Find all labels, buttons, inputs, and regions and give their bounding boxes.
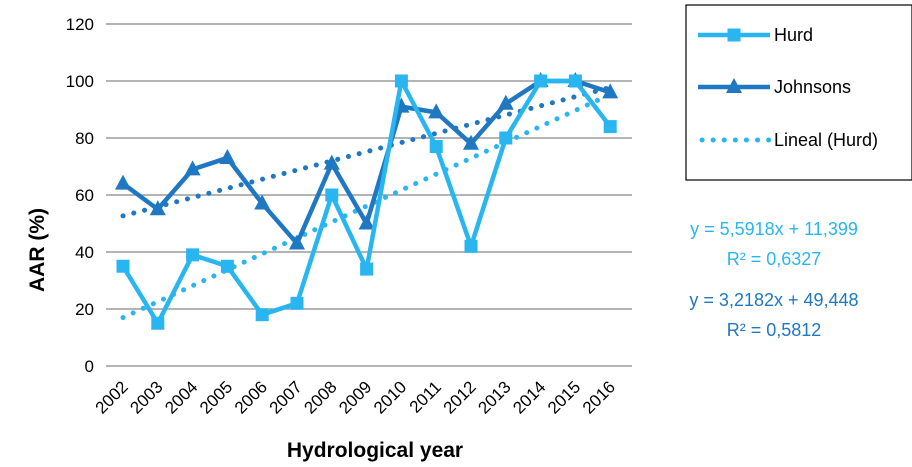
hurd-point bbox=[429, 140, 443, 154]
johnsons-trend-equation: y = 3,2182x + 49,448 bbox=[689, 290, 858, 310]
hurd-trendline bbox=[120, 91, 613, 321]
y-tick-label: 0 bbox=[85, 357, 94, 376]
hurd-point bbox=[255, 308, 269, 322]
x-tick-label: 2015 bbox=[544, 377, 584, 417]
gridlines bbox=[106, 23, 632, 367]
hurd-point bbox=[568, 74, 582, 88]
y-axis-title: AAR (%) bbox=[26, 208, 49, 292]
johnsons-point bbox=[323, 154, 340, 170]
johnsons-trendline bbox=[120, 84, 613, 219]
x-tick-label: 2003 bbox=[126, 377, 166, 417]
x-tick-label: 2006 bbox=[231, 377, 271, 417]
legend-johnsons-label: Johnsons bbox=[774, 77, 851, 97]
hurd-point bbox=[186, 248, 200, 262]
johnsons-point bbox=[219, 148, 236, 164]
x-tick-label: 2005 bbox=[196, 377, 236, 417]
johnsons-point bbox=[463, 134, 479, 150]
y-tick-label: 100 bbox=[66, 72, 94, 91]
hurd-point bbox=[603, 120, 617, 134]
johnsons-point bbox=[115, 174, 131, 190]
hurd-point bbox=[394, 74, 408, 88]
hurd-trend-equation: y = 5,5918x + 11,399 bbox=[690, 219, 858, 239]
trendlines bbox=[120, 84, 613, 321]
hurd-point bbox=[534, 74, 548, 88]
y-tick-label: 40 bbox=[75, 243, 94, 262]
hurd-point bbox=[325, 188, 339, 202]
y-axis-ticks: 0 20 40 60 80 100 120 bbox=[66, 15, 94, 376]
johnsons-point bbox=[358, 214, 375, 230]
x-tick-label: 2011 bbox=[406, 377, 445, 416]
data-series bbox=[115, 72, 619, 330]
legend-lineal-hurd-label: Lineal (Hurd) bbox=[774, 130, 878, 150]
johnsons-point bbox=[184, 160, 201, 176]
y-tick-label: 120 bbox=[66, 15, 94, 34]
x-tick-label: 2010 bbox=[370, 377, 410, 417]
johnsons-point bbox=[497, 94, 514, 110]
hurd-point bbox=[499, 131, 513, 145]
hurd-point bbox=[360, 262, 374, 276]
legend-hurd-marker bbox=[727, 28, 741, 42]
hurd-point bbox=[151, 316, 165, 330]
x-tick-label: 2007 bbox=[266, 377, 306, 417]
johnsons-trend-r2: R² = 0,5812 bbox=[727, 320, 822, 340]
x-tick-label: 2014 bbox=[509, 377, 549, 417]
y-tick-label: 80 bbox=[75, 129, 94, 148]
x-tick-label: 2012 bbox=[440, 377, 480, 417]
legend-johnsons-marker bbox=[726, 78, 742, 93]
hurd-line bbox=[121, 78, 612, 326]
legend: Hurd Johnsons Lineal (Hurd) bbox=[685, 4, 912, 181]
x-axis-title: Hydrological year bbox=[287, 439, 463, 462]
hurd-trend-r2: R² = 0,6327 bbox=[727, 249, 822, 269]
x-axis-ticks: 2002200320042005200620072008200920102011… bbox=[92, 377, 619, 417]
hurd-point bbox=[116, 259, 130, 273]
x-tick-label: 2009 bbox=[335, 377, 375, 417]
hurd-point bbox=[290, 296, 304, 310]
y-tick-label: 60 bbox=[75, 186, 94, 205]
y-tick-label: 20 bbox=[75, 300, 94, 319]
x-tick-label: 2002 bbox=[92, 377, 132, 417]
johnsons-point bbox=[149, 200, 166, 216]
x-tick-label: 2008 bbox=[300, 377, 340, 417]
x-tick-label: 2013 bbox=[474, 377, 514, 417]
x-tick-label: 2004 bbox=[161, 377, 201, 417]
johnsons-point bbox=[289, 234, 305, 250]
trendline-equations: y = 5,5918x + 11,399 R² = 0,6327 y = 3,2… bbox=[689, 219, 858, 340]
legend-hurd-label: Hurd bbox=[774, 25, 813, 45]
johnsons-point bbox=[254, 194, 271, 210]
johnsons-point bbox=[428, 103, 445, 119]
hurd-point bbox=[220, 259, 234, 273]
johnsons-point bbox=[602, 83, 619, 99]
hurd-point bbox=[464, 239, 478, 253]
x-tick-label: 2016 bbox=[579, 377, 619, 417]
